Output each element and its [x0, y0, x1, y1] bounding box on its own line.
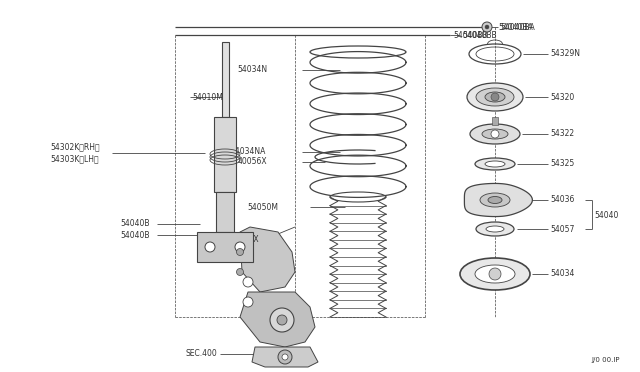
Ellipse shape [475, 265, 515, 283]
Text: 54034: 54034 [550, 269, 574, 279]
Circle shape [491, 130, 499, 138]
Text: 54050M: 54050M [247, 202, 278, 212]
Bar [222, 42, 229, 117]
Text: 54325: 54325 [550, 160, 574, 169]
Text: 54010M: 54010M [192, 93, 223, 102]
Text: 54034NA: 54034NA [230, 148, 266, 157]
Circle shape [243, 277, 253, 287]
Ellipse shape [488, 196, 502, 203]
Ellipse shape [485, 92, 505, 102]
Ellipse shape [467, 83, 523, 111]
Bar [492, 117, 498, 125]
Text: 54302K〈RH〉: 54302K〈RH〉 [50, 142, 100, 151]
Polygon shape [240, 292, 315, 347]
Polygon shape [252, 347, 318, 367]
Text: 40056X: 40056X [230, 235, 260, 244]
Text: 54040: 54040 [594, 211, 618, 219]
Text: J/0 00.IP: J/0 00.IP [591, 357, 620, 363]
Circle shape [282, 354, 288, 360]
Bar [214, 117, 236, 192]
Text: 54040BA: 54040BA [500, 22, 535, 32]
Text: 54034N: 54034N [237, 65, 267, 74]
Circle shape [491, 93, 499, 101]
Circle shape [485, 25, 489, 29]
Bar [216, 192, 234, 232]
Circle shape [278, 350, 292, 364]
Polygon shape [240, 227, 295, 292]
Text: 54040B: 54040B [120, 219, 150, 228]
Ellipse shape [476, 222, 514, 236]
Text: 54040BB: 54040BB [453, 31, 488, 39]
Circle shape [205, 242, 215, 252]
Circle shape [277, 315, 287, 325]
Text: 54040BB: 54040BB [462, 31, 497, 39]
Text: 54329N: 54329N [550, 49, 580, 58]
Ellipse shape [476, 88, 514, 106]
Ellipse shape [470, 124, 520, 144]
Text: 54036: 54036 [550, 196, 574, 205]
Text: 54320: 54320 [550, 93, 574, 102]
Text: 54040BA: 54040BA [498, 22, 532, 32]
Text: 54057: 54057 [550, 224, 574, 234]
Circle shape [237, 248, 243, 256]
Text: 54322: 54322 [550, 129, 574, 138]
Ellipse shape [480, 193, 510, 207]
Text: 40056X: 40056X [238, 157, 268, 167]
Circle shape [270, 308, 294, 332]
Ellipse shape [486, 226, 504, 232]
Circle shape [489, 268, 501, 280]
Circle shape [482, 22, 492, 32]
Ellipse shape [482, 129, 508, 139]
Ellipse shape [460, 258, 530, 290]
Circle shape [243, 297, 253, 307]
Text: 54040B: 54040B [120, 231, 150, 240]
Ellipse shape [485, 161, 505, 167]
Circle shape [237, 269, 243, 276]
Text: 54303K〈LH〉: 54303K〈LH〉 [50, 154, 99, 164]
Circle shape [235, 242, 245, 252]
Text: SEC.400: SEC.400 [186, 350, 218, 359]
Bar [197, 232, 253, 262]
Ellipse shape [475, 158, 515, 170]
Polygon shape [465, 183, 532, 217]
